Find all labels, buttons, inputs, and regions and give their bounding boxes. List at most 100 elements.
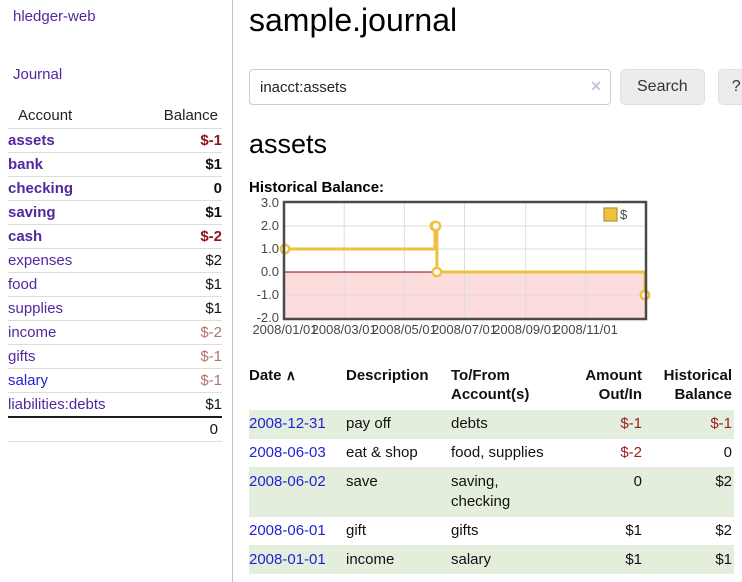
transaction-date-link[interactable]: 2008-01-01 — [249, 551, 326, 568]
account-balance: $2 — [205, 252, 222, 269]
transaction-accounts: saving, checking — [451, 473, 511, 510]
account-link[interactable]: income — [8, 324, 57, 341]
transaction-date-link[interactable]: 2008-06-01 — [249, 522, 326, 539]
register-header-row: Date ∧ Description To/From Account(s) Am… — [249, 364, 734, 410]
data-point-marker — [430, 220, 442, 232]
legend-label: $ — [620, 207, 628, 222]
account-balance: $-1 — [200, 372, 222, 389]
chart-title: Historical Balance: — [249, 179, 385, 196]
app-brand-link[interactable]: hledger-web — [13, 8, 96, 25]
y-axis-tick-label: 3.0 — [261, 195, 279, 210]
account-balance: 0 — [213, 180, 222, 197]
search-form: ✕ Search ? — [249, 69, 742, 105]
main-content: sample.journal ✕ Search ? assets Histori… — [233, 0, 742, 582]
account-row: assets $-1 — [8, 129, 222, 153]
transaction-balance: 0 — [723, 444, 732, 461]
transaction-description: eat & shop — [346, 444, 418, 461]
account-link[interactable]: bank — [8, 156, 44, 173]
accounts-col-account: Account — [18, 107, 73, 124]
transaction-description: save — [346, 473, 378, 490]
transaction-description: income — [346, 551, 395, 568]
account-link[interactable]: cash — [8, 228, 43, 245]
transaction-balance: $2 — [715, 473, 732, 490]
accounts-col-balance: Balance — [163, 107, 218, 124]
account-balance: $1 — [205, 276, 222, 293]
account-balance: $1 — [205, 156, 222, 173]
account-link[interactable]: salary — [8, 372, 49, 389]
page-title: sample.journal — [249, 2, 458, 38]
account-row: expenses $2 — [8, 249, 222, 273]
register-col-description[interactable]: Description — [346, 367, 429, 384]
transaction-date-link[interactable]: 2008-06-03 — [249, 444, 326, 461]
account-row: bank $1 — [8, 153, 222, 177]
accounts-total-spacer — [8, 417, 134, 442]
account-link[interactable]: liabilities:debts — [8, 396, 106, 413]
sidebar-item-journal[interactable]: Journal — [13, 66, 63, 83]
account-heading: assets — [249, 129, 328, 159]
transaction-amount: $-2 — [620, 444, 642, 461]
register-table: Date ∧ Description To/From Account(s) Am… — [249, 364, 734, 574]
transaction-balance: $1 — [715, 551, 732, 568]
transaction-row: 2008-12-31 pay off debts $-1 $-1 — [249, 410, 734, 439]
transaction-description: gift — [346, 522, 367, 539]
search-input[interactable] — [249, 69, 611, 105]
account-link[interactable]: gifts — [8, 348, 36, 365]
register-table-body: 2008-12-31 pay off debts $-1 $-1 2008-06-03 ea… — [249, 410, 734, 574]
account-row: saving $1 — [8, 201, 222, 225]
register-col-amount[interactable]: Amount Out/In — [585, 367, 642, 403]
transaction-balance: $2 — [715, 522, 732, 539]
account-row: cash $-2 — [8, 225, 222, 249]
transaction-accounts: debts — [451, 415, 488, 432]
account-balance: $-2 — [200, 324, 222, 341]
search-input-wrap: ✕ — [249, 69, 611, 105]
chart-border — [282, 200, 648, 321]
account-balance: $-1 — [200, 348, 222, 365]
clear-search-icon[interactable]: ✕ — [590, 78, 602, 94]
data-point-marker — [431, 266, 443, 278]
accounts-table-body: assets $-1 bank $1 checking 0 saving $1 cash $-2 e… — [8, 129, 222, 417]
y-axis-tick-label: -2.0 — [257, 310, 279, 325]
x-axis-tick-label: 2008/05/01 — [372, 322, 437, 337]
account-link[interactable]: assets — [8, 132, 55, 149]
account-row: gifts $-1 — [8, 345, 222, 369]
account-link[interactable]: food — [8, 276, 38, 293]
account-link[interactable]: expenses — [8, 252, 73, 269]
y-axis-tick-label: -1.0 — [257, 287, 279, 302]
account-balance: $-1 — [200, 132, 222, 149]
account-row: income $-2 — [8, 321, 222, 345]
account-balance: $1 — [205, 300, 222, 317]
sidebar: hledger-web Journal Account Balance asse… — [0, 0, 233, 582]
account-balance: $1 — [205, 396, 222, 413]
transaction-date-link[interactable]: 2008-12-31 — [249, 415, 326, 432]
transaction-row: 2008-06-03 eat & shop food, supplies $-2 0 — [249, 438, 734, 468]
register-col-balance[interactable]: Historical Balance — [663, 367, 732, 403]
transaction-balance: $-1 — [710, 415, 732, 432]
account-row: liabilities:debts $1 — [8, 393, 222, 417]
transaction-accounts: food, supplies — [451, 444, 544, 461]
transaction-row: 2008-06-01 gift gifts $1 $2 — [249, 516, 734, 546]
transaction-amount: $1 — [625, 522, 642, 539]
register-col-date[interactable]: Date ∧ — [249, 367, 296, 384]
x-axis-tick-label: 2008/01/01 — [252, 322, 317, 337]
help-button[interactable]: ? — [717, 69, 742, 105]
transaction-description: pay off — [346, 415, 391, 432]
account-link[interactable]: saving — [8, 204, 56, 221]
account-row: food $1 — [8, 273, 222, 297]
transaction-accounts: gifts — [451, 522, 479, 539]
account-link[interactable]: checking — [8, 180, 74, 197]
y-axis-tick-label: 2.0 — [261, 218, 279, 233]
transaction-date-link[interactable]: 2008-06-02 — [249, 473, 326, 490]
accounts-total-value: 0 — [209, 421, 218, 438]
x-axis-tick-label: 2008/11/01 — [554, 322, 618, 337]
register-col-accounts[interactable]: To/From Account(s) — [451, 367, 530, 403]
sort-ascending-icon: ∧ — [285, 367, 296, 383]
account-link[interactable]: supplies — [8, 300, 64, 317]
y-axis-tick-label: 1.0 — [261, 241, 279, 256]
historical-balance-chart: 3.0 2.0 1.0 0.0 -1.0 -2.02008/01/012008/03/01… — [252, 195, 651, 337]
search-button[interactable]: Search — [620, 69, 705, 105]
transaction-amount: $-1 — [620, 415, 642, 432]
transaction-row: 2008-06-02 save saving, checking 0 $2 — [249, 467, 734, 517]
x-axis-tick-label: 2008/09/01 — [493, 322, 558, 337]
account-row: salary $-1 — [8, 369, 222, 393]
